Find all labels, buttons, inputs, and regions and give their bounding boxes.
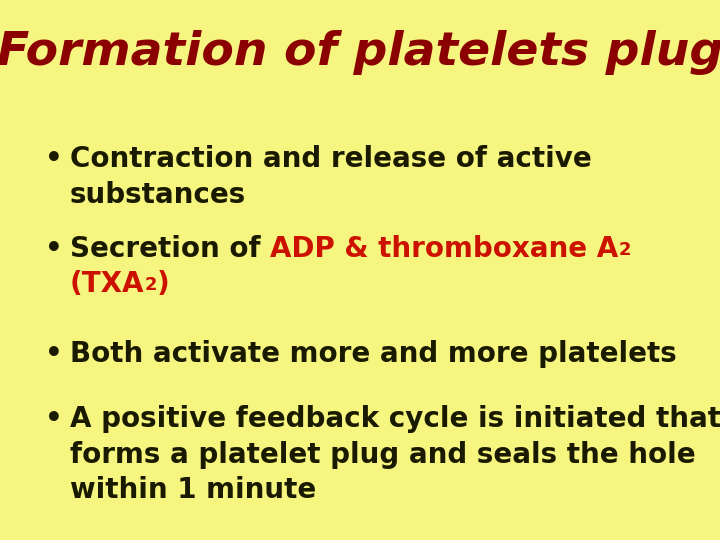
Text: •: • [45,235,63,263]
Text: Contraction and release of active
substances: Contraction and release of active substa… [70,145,592,208]
Text: (TXA: (TXA [70,270,145,298]
Text: •: • [45,405,63,433]
Text: Formation of platelets plug: Formation of platelets plug [0,30,720,75]
Text: Both activate more and more platelets: Both activate more and more platelets [70,340,677,368]
Text: Secretion of: Secretion of [70,235,270,263]
Text: 2: 2 [145,276,157,294]
Text: ): ) [157,270,170,298]
Text: A positive feedback cycle is initiated that
forms a platelet plug and seals the : A positive feedback cycle is initiated t… [70,405,720,504]
Text: ADP & thromboxane A: ADP & thromboxane A [270,235,618,263]
Text: 2: 2 [618,241,631,259]
Text: •: • [45,340,63,368]
Text: •: • [45,145,63,173]
